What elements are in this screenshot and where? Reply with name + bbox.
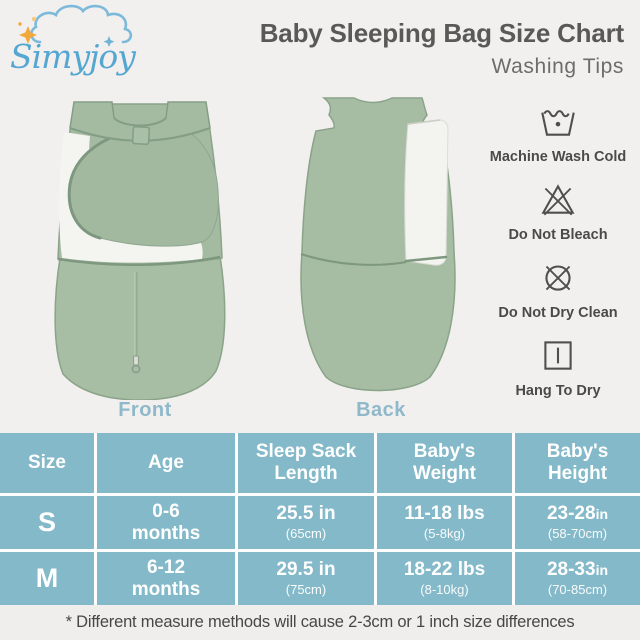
machine-wash-cold-icon	[541, 110, 575, 136]
measurement-disclaimer: * Different measure methods will cause 2…	[0, 605, 640, 640]
front-view-label: Front	[118, 399, 172, 421]
washing-tip-label: Hang To Dry	[515, 383, 601, 399]
column-header-height: Baby's Height	[515, 433, 640, 493]
cloud-icon	[30, 4, 133, 44]
hang-to-dry-icon	[544, 341, 572, 370]
star-dot-icon	[31, 16, 37, 22]
washing-tip-hang-to-dry: Hang To Dry	[515, 334, 601, 399]
washing-tips-heading: Washing Tips	[491, 55, 624, 78]
washing-tips-list: Machine Wash Cold Do Not Bleach Do Not D…	[482, 100, 634, 412]
brand-name: Simyjoy	[10, 37, 136, 76]
washing-tip-label: Do Not Dry Clean	[498, 305, 618, 321]
weight-cell: 11-18 lbs (5-8kg)	[377, 496, 512, 549]
size-chart-table: Size Age Sleep Sack Length Baby's Weight…	[0, 433, 640, 605]
measurement-disclaimer-text: * Different measure methods will cause 2…	[65, 613, 575, 631]
column-header-age: Age	[97, 433, 235, 493]
brand-logo: Simyjoy	[10, 4, 137, 76]
size-cell: M	[0, 552, 94, 605]
washing-tip-do-not-dry-clean: Do Not Dry Clean	[498, 256, 618, 321]
column-header-length: Sleep Sack Length	[238, 433, 374, 493]
age-cell: 0-6 months	[97, 496, 235, 549]
sleeping-bag-front-image	[54, 101, 226, 400]
back-view-label: Back	[356, 399, 406, 421]
column-header-weight: Baby's Weight	[377, 433, 512, 493]
star-dot-icon	[18, 22, 22, 26]
length-cell: 25.5 in (65cm)	[238, 496, 374, 549]
size-cell: S	[0, 496, 94, 549]
small-star-icon	[103, 36, 115, 47]
age-cell: 6-12 months	[97, 552, 235, 605]
washing-tip-label: Machine Wash Cold	[489, 149, 627, 165]
washing-tip-do-not-bleach: Do Not Bleach	[508, 178, 608, 243]
height-cell: 23-28in (58-70cm)	[515, 496, 640, 549]
do-not-bleach-icon	[541, 184, 575, 216]
washing-tip-machine-wash-cold: Machine Wash Cold	[490, 100, 626, 165]
height-cell: 28-33in (70-85cm)	[515, 552, 640, 605]
do-not-dry-clean-icon	[545, 265, 571, 291]
star-icon	[19, 26, 37, 44]
sleeping-bag-back-image	[300, 97, 456, 392]
length-cell: 29.5 in (75cm)	[238, 552, 374, 605]
column-header-size: Size	[0, 433, 94, 493]
weight-cell: 18-22 lbs (8-10kg)	[377, 552, 512, 605]
page-title: Baby Sleeping Bag Size Chart	[259, 18, 624, 48]
washing-tip-label: Do Not Bleach	[508, 227, 608, 243]
